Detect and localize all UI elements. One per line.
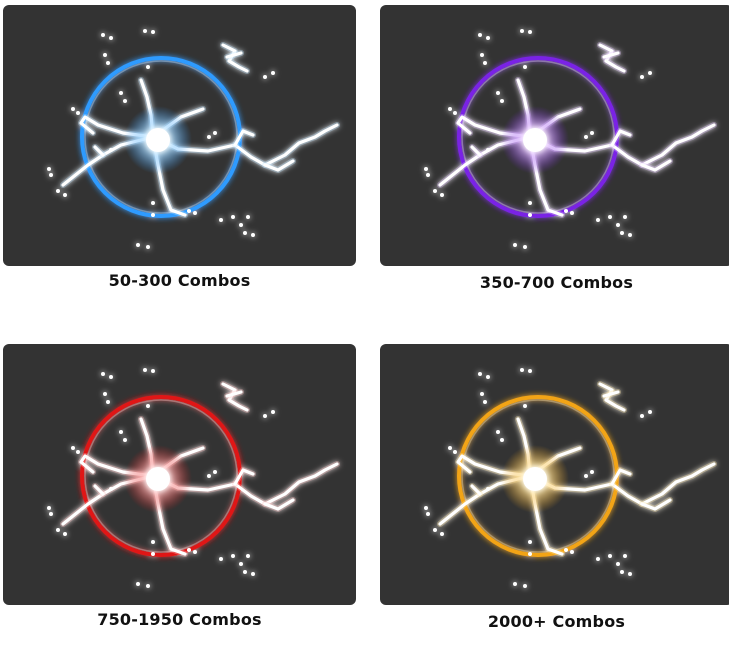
effect-preview <box>380 5 729 266</box>
lightning-bolts <box>424 29 717 249</box>
tier-card-350-700: 350-700 Combos <box>380 5 729 292</box>
lightning-orb-effect <box>47 368 340 588</box>
effect-preview <box>3 344 356 605</box>
tier-card-2000-plus: 2000+ Combos <box>380 344 729 631</box>
lightning-bolts <box>47 29 340 249</box>
tier-label: 350-700 Combos <box>479 273 634 292</box>
tier-card-50-300: 50-300 Combos <box>3 5 356 290</box>
lightning-bolts <box>424 368 717 588</box>
effect-preview <box>380 344 729 605</box>
lightning-orb-effect <box>424 29 717 249</box>
effect-preview <box>3 5 356 266</box>
lightning-orb-effect <box>424 368 717 588</box>
tier-label: 2000+ Combos <box>487 612 626 631</box>
lightning-bolts <box>47 368 340 588</box>
tier-label: 750-1950 Combos <box>97 610 262 629</box>
tier-label: 50-300 Combos <box>108 271 251 290</box>
tier-card-750-1950: 750-1950 Combos <box>3 344 356 629</box>
lightning-orb-effect <box>47 29 340 249</box>
